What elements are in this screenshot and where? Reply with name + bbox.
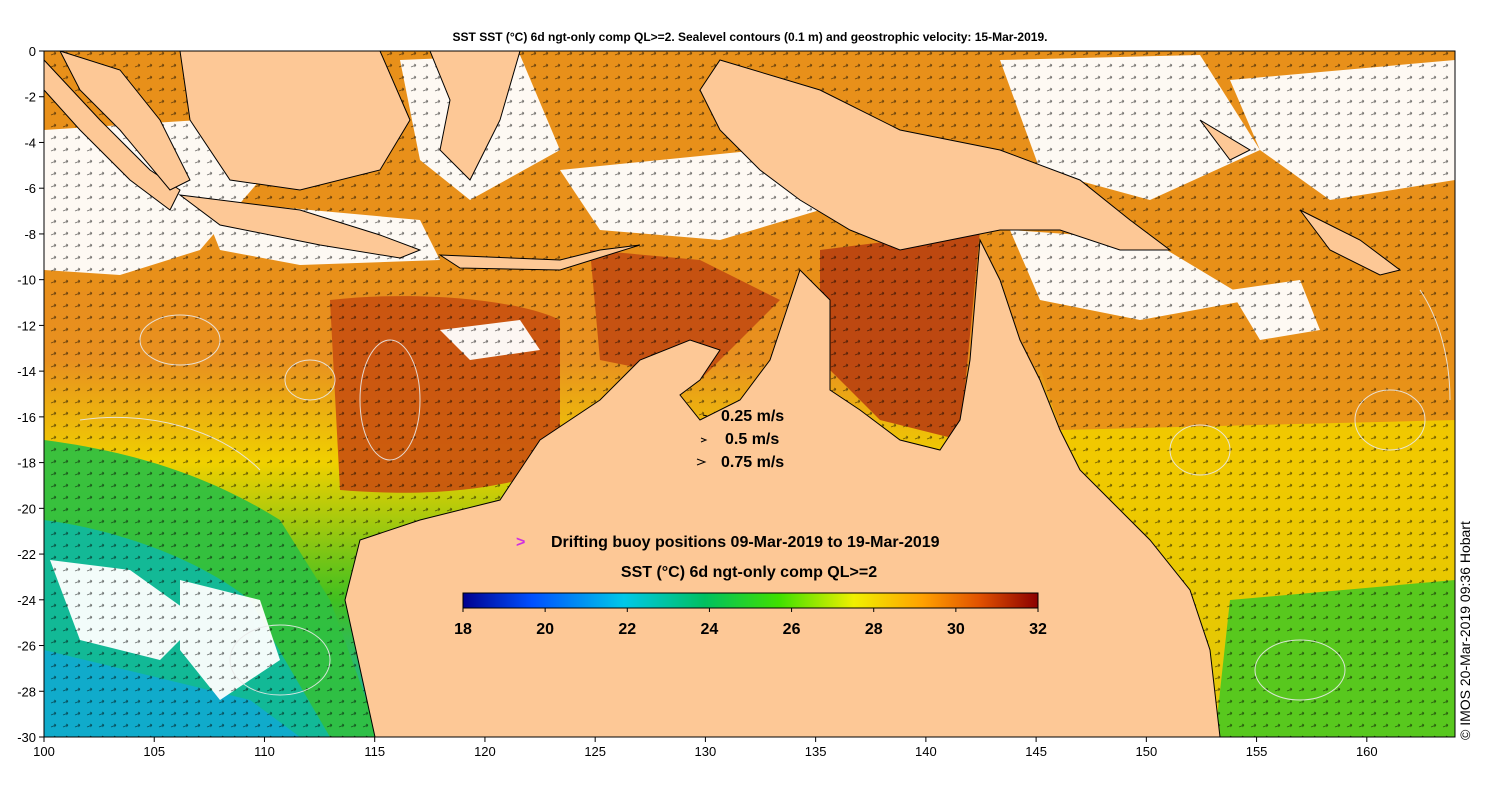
- sealevel-contours: [79, 289, 1451, 701]
- x-tick-label: 140: [915, 744, 937, 759]
- colorbar-tick-label: 24: [701, 621, 719, 638]
- map-title: SST SST (°C) 6d ngt-only comp QL>=2. Sea…: [453, 30, 1048, 44]
- y-tick-label: -12: [17, 318, 36, 333]
- colorbar-tick-label: 20: [536, 621, 554, 638]
- y-tick-label: -4: [24, 135, 36, 150]
- y-tick-label: -26: [17, 639, 36, 654]
- colorbar-tick-label: 26: [783, 621, 801, 638]
- velocity-arrow-025: [702, 414, 708, 417]
- new-guinea-island: [699, 59, 1172, 251]
- y-tick-label: -20: [17, 501, 36, 516]
- velocity-arrow-075: [696, 458, 707, 466]
- y-tick-label: -24: [17, 593, 36, 608]
- credit-text: © IMOS 20-Mar-2019 09:36 Hobart: [1457, 521, 1473, 740]
- java-island: [178, 194, 422, 259]
- x-tick-label: 125: [584, 744, 606, 759]
- y-tick-label: -18: [17, 456, 36, 471]
- map-area: [44, 51, 1455, 737]
- x-axis: 100 105 110 115 120 125 130 135 140 145 150 155 160: [33, 737, 1378, 759]
- x-tick-label: 155: [1246, 744, 1268, 759]
- buoy-symbol: >: [516, 534, 525, 551]
- y-tick-label: -14: [17, 364, 36, 379]
- y-axis: 0 -2 -4 -6 -8 -10 -12 -14 -16 -18 -20 -22 -24 -26 -28 -…: [17, 44, 44, 745]
- x-tick-label: 130: [695, 744, 717, 759]
- sulawesi-island: [429, 51, 521, 181]
- colorbar-tick-label: 30: [947, 621, 965, 638]
- colorbar-tick-label: 18: [454, 621, 472, 638]
- y-tick-label: -10: [17, 273, 36, 288]
- y-tick-label: -6: [24, 181, 36, 196]
- y-tick-label: -30: [17, 730, 36, 745]
- colorbar-title: SST (°C) 6d ngt-only comp QL>=2: [621, 564, 877, 581]
- velocity-label-025: 0.25 m/s: [721, 408, 784, 425]
- y-tick-label: -28: [17, 684, 36, 699]
- velocity-legend: 0.25 m/s 0.5 m/s 0.75 m/s: [696, 408, 784, 471]
- x-tick-label: 150: [1135, 744, 1157, 759]
- colorbar-tick-label: 22: [618, 621, 636, 638]
- colorbar: [462, 592, 1039, 609]
- y-tick-label: 0: [29, 44, 36, 59]
- x-tick-label: 135: [805, 744, 827, 759]
- colorbar-ticks: 18 20 22 24 26 28 30 32: [454, 608, 1047, 638]
- australia-landmass: [344, 238, 1221, 737]
- x-tick-label: 100: [33, 744, 55, 759]
- borneo-island: [179, 51, 411, 191]
- y-tick-label: -22: [17, 547, 36, 562]
- y-tick-label: -8: [24, 227, 36, 242]
- velocity-label-075: 0.75 m/s: [721, 454, 784, 471]
- x-tick-label: 145: [1025, 744, 1047, 759]
- x-tick-label: 115: [364, 744, 385, 759]
- y-tick-label: -2: [24, 90, 36, 105]
- sumatra-island: [44, 59, 181, 211]
- velocity-arrow-05: [700, 437, 708, 443]
- land: [44, 51, 1402, 737]
- x-tick-label: 160: [1356, 744, 1378, 759]
- velocity-label-05: 0.5 m/s: [725, 431, 779, 448]
- x-tick-label: 105: [143, 744, 165, 759]
- x-tick-label: 120: [474, 744, 496, 759]
- colorbar-tick-label: 32: [1029, 621, 1047, 638]
- y-tick-label: -16: [17, 410, 36, 425]
- buoy-label: Drifting buoy positions 09-Mar-2019 to 1…: [551, 534, 940, 551]
- map-frame: [43, 50, 1456, 738]
- x-tick-label: 110: [254, 744, 275, 759]
- colorbar-tick-label: 28: [865, 621, 883, 638]
